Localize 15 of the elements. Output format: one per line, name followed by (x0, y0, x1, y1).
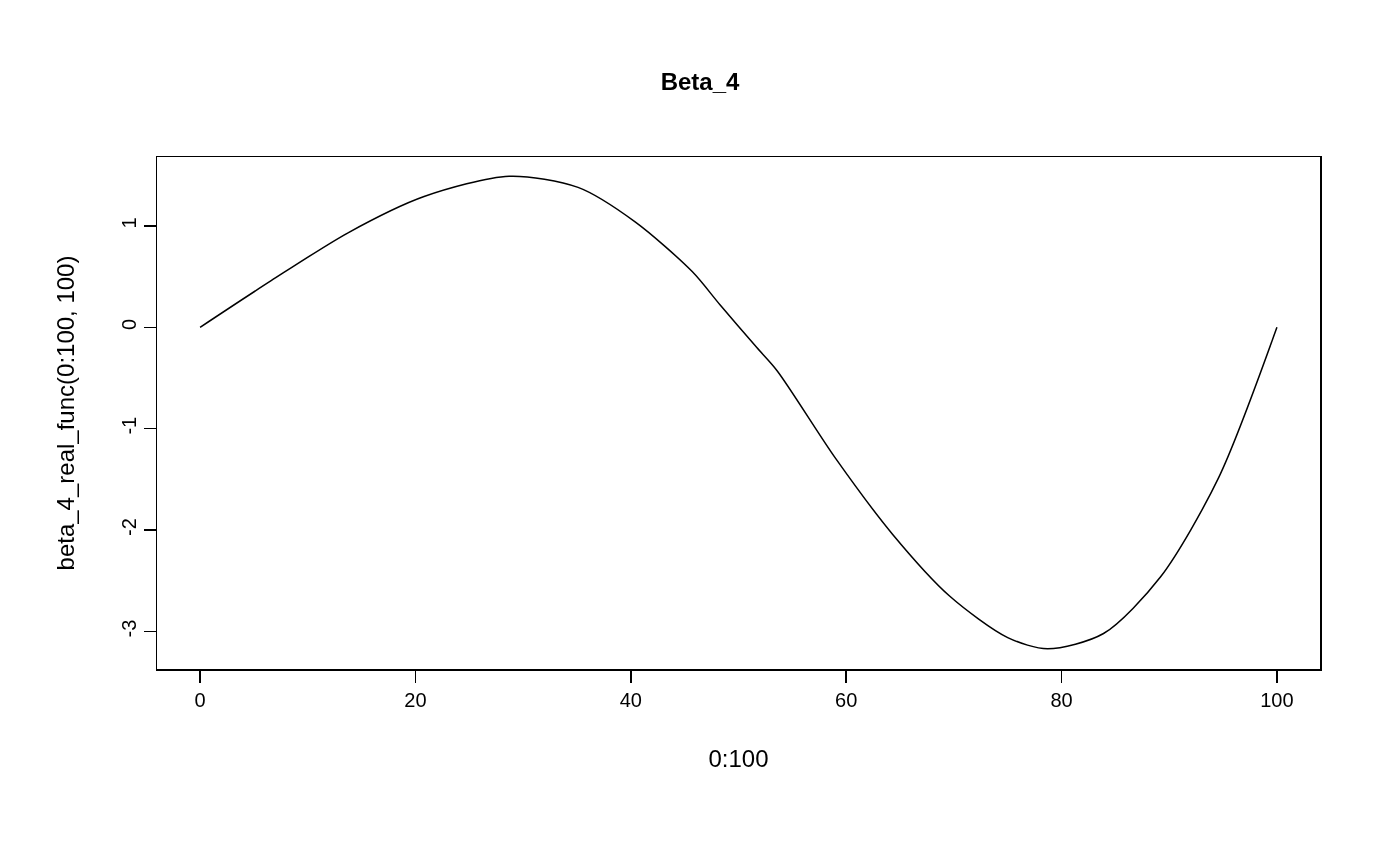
x-tick-label: 40 (619, 688, 642, 711)
chart-title: Beta_4 (660, 68, 741, 96)
y-tick-label: -1 (117, 416, 140, 435)
y-axis-title: beta_4_real_func(0:100, 100) (51, 255, 79, 571)
x-tick-label: 80 (1050, 688, 1073, 711)
x-tick-label: 20 (404, 688, 427, 711)
x-tick-label: 60 (835, 688, 858, 711)
y-tick-label: -3 (117, 619, 140, 638)
x-tick-label: 0 (194, 688, 206, 711)
y-tick-label: -2 (117, 518, 140, 536)
line-series (199, 175, 1278, 650)
x-axis-title: 0:100 (708, 744, 769, 772)
x-tick-label: 100 (1260, 688, 1294, 711)
y-tick-label: 0 (117, 318, 140, 330)
y-tick-label: 1 (117, 217, 140, 229)
